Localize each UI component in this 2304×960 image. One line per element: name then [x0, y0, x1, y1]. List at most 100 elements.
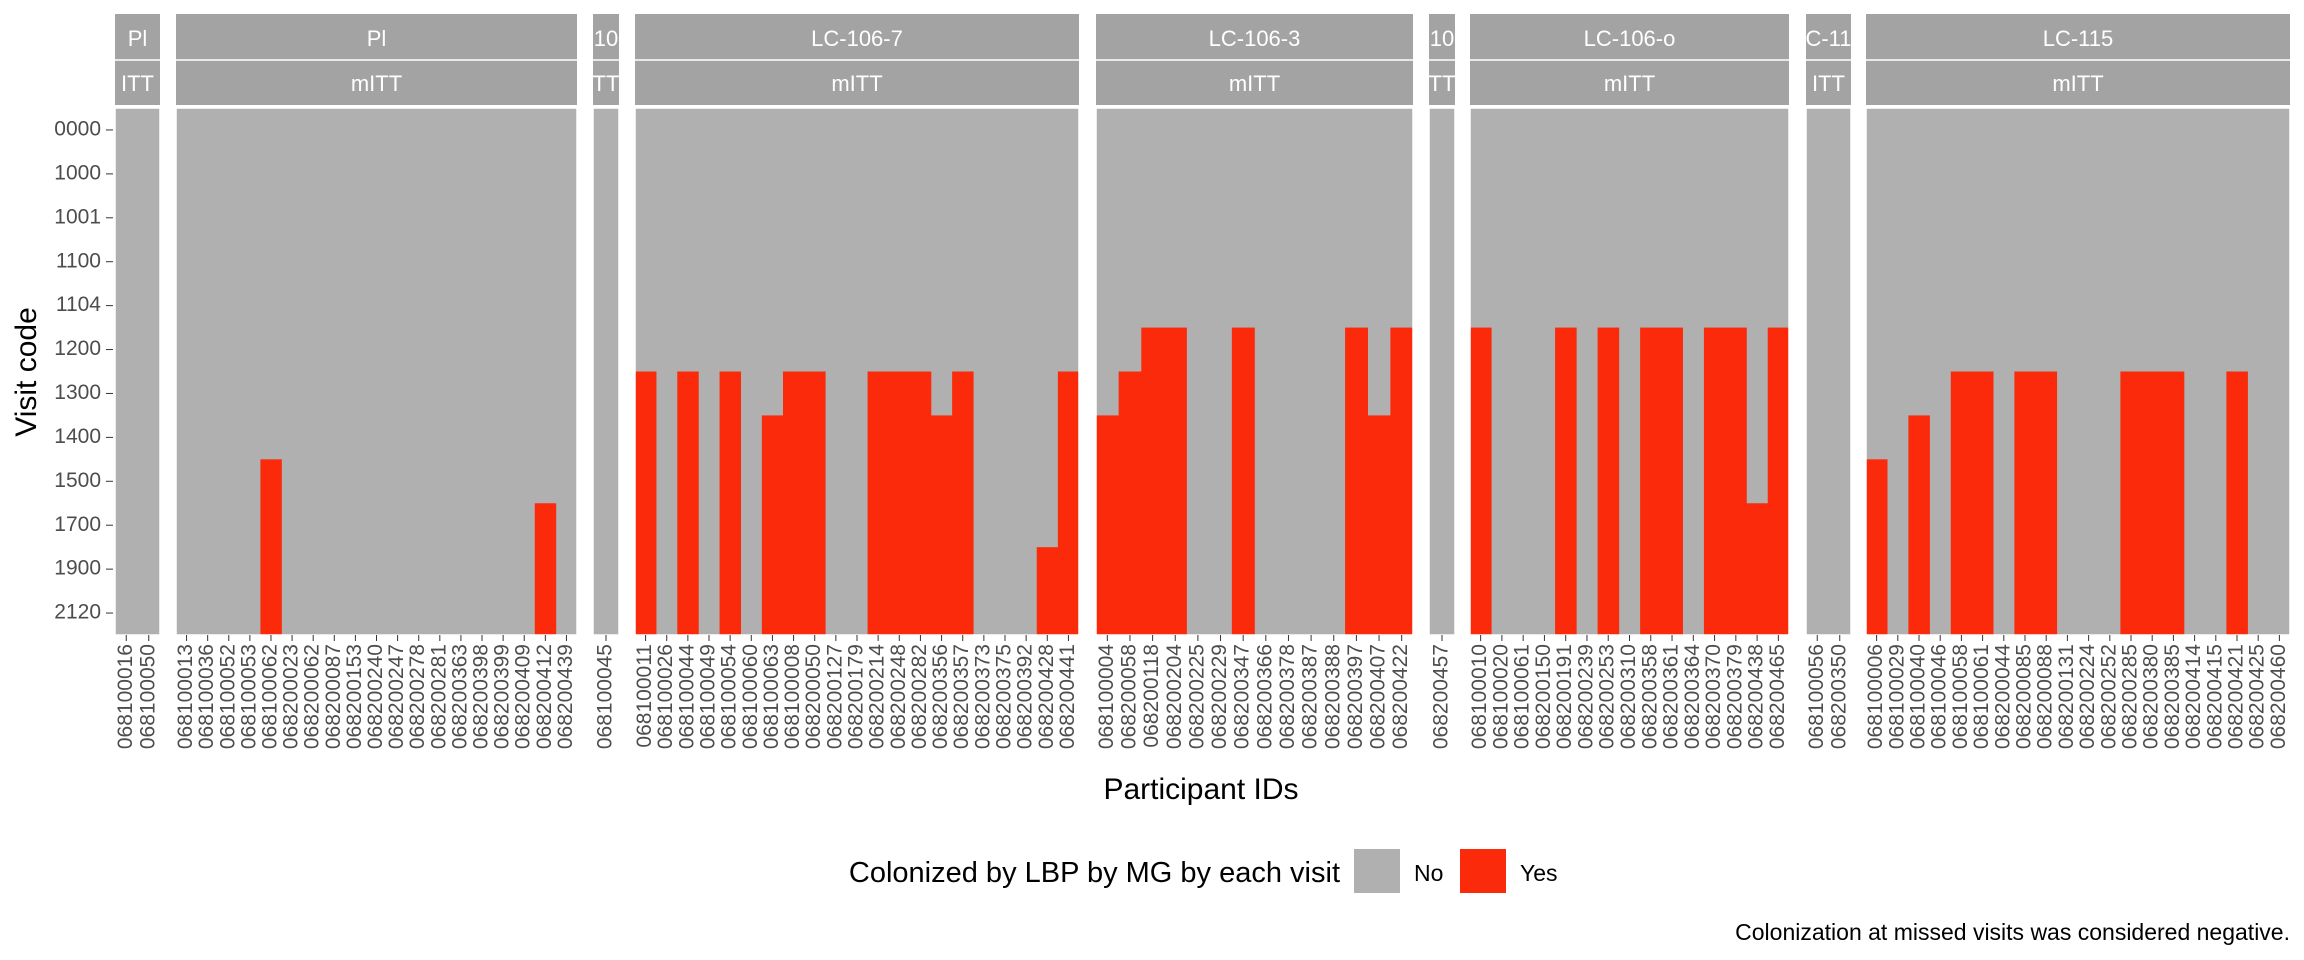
x-axis-tick-label: 068200225: [1185, 644, 1208, 749]
x-axis-tick-label: 068200127: [823, 644, 846, 749]
x-axis-tick-label: 068200438: [1745, 644, 1768, 749]
heatmap-cell-yes: [1703, 327, 1726, 635]
facet-strip-label-arm: 10: [594, 26, 618, 51]
y-axis-tick-label: 1300: [54, 381, 101, 404]
x-axis-tick-label: 068100004: [1095, 644, 1118, 749]
x-axis-tick-label: 068200044: [1991, 644, 2014, 749]
x-axis-tick-label: 068200153: [343, 644, 366, 749]
legend-title: Colonized by LBP by MG by each visit: [849, 857, 1340, 889]
x-axis-tick-label: 068100061: [1970, 644, 1993, 749]
x-axis-tick-label: 068100061: [1511, 644, 1534, 749]
x-axis-tick-label: 068200370: [1702, 644, 1725, 749]
x-axis-tick-label: 068200191: [1553, 644, 1576, 749]
x-axis-tick-label: 068100062: [259, 644, 282, 749]
panel-border: [114, 107, 161, 636]
x-axis-tick-label: 068200387: [1299, 644, 1322, 749]
x-axis-tick-label: 068200421: [2225, 644, 2248, 749]
x-axis-tick-label: 068200050: [802, 644, 825, 749]
heatmap-cell-yes: [1118, 371, 1142, 635]
x-axis-tick-label: 068200248: [887, 644, 910, 749]
x-axis-tick-label: 068200392: [1014, 644, 1037, 749]
heatmap-cell-yes: [677, 371, 699, 635]
x-axis-tick-label: 068200085: [2013, 644, 2036, 749]
x-axis-tick-label: 068100046: [1928, 644, 1951, 749]
heatmap-cell-yes: [1470, 327, 1492, 635]
facet-panel: LC-115mITT068100006068100029068100040068…: [1864, 14, 2291, 749]
x-axis-tick-label: 068200282: [908, 644, 931, 749]
y-axis-title: Visit code: [10, 307, 43, 437]
x-axis-tick-label: 068100052: [216, 644, 239, 749]
x-axis-tick-label: 068200398: [470, 644, 493, 749]
facet-panel: 10 TT 068200457: [1428, 14, 1456, 749]
panel-background: [1866, 108, 2290, 635]
facet-strip-label-arm: LC-106-3: [1209, 26, 1301, 51]
x-axis-tick-label: 068200379: [1723, 644, 1746, 749]
facet-panel: PlmITT0681000130681000360681000520681000…: [174, 14, 578, 749]
x-axis-tick-label: 068100049: [697, 644, 720, 749]
x-axis-tick-label: 068200357: [950, 644, 973, 749]
facet-strip-label-population: TT: [593, 71, 620, 96]
x-axis-tick-label: 068200239: [1575, 644, 1598, 749]
y-axis-tick-label: 1400: [54, 425, 101, 448]
panel-background: [593, 108, 619, 635]
facet-panel: LC-106-omITT0681000100681000200681000610…: [1468, 14, 1790, 749]
x-axis-tick-label: 068200414: [2182, 644, 2205, 749]
facet-strip-label-population: TT: [1429, 71, 1456, 96]
facet-strip-label-arm: 10: [1430, 26, 1454, 51]
x-axis-tick-label: 068100011: [633, 644, 656, 748]
heatmap-cell-yes: [1725, 327, 1747, 635]
heatmap-cell-yes: [2162, 371, 2185, 635]
heatmap-cell-yes: [2226, 371, 2248, 635]
x-axis-tick-label: 068200397: [1344, 644, 1367, 749]
x-axis-tick-label: 068100013: [174, 644, 197, 749]
heatmap-cell-yes: [1767, 327, 1790, 635]
x-axis-tick-label: 068100056: [1805, 644, 1828, 749]
facet-strip-label-arm: LC-106-o: [1584, 26, 1676, 51]
y-axis-tick-label: 1900: [54, 557, 101, 580]
facet-panel: C-11 ITT 068100056 068200350: [1805, 14, 1852, 749]
x-axis-tick-label: 068100036: [195, 644, 218, 749]
x-axis-tick-label: 068100044: [675, 644, 698, 749]
x-axis-tick-label: 068200356: [929, 644, 952, 749]
heatmap-cell-yes: [888, 371, 911, 635]
facet-panel: 10 TT 068100045: [592, 14, 620, 749]
x-axis-tick-label: 068200373: [971, 644, 994, 749]
x-axis-tick-label: 068200425: [2246, 644, 2269, 749]
y-axis-tick-label: 0000: [54, 118, 101, 141]
heatmap-cell-yes: [1141, 327, 1165, 635]
heatmap-cell-yes: [1950, 371, 1973, 635]
x-axis-tick-label: 068100058: [1949, 644, 1972, 749]
facet-strip-label-arm: Pl: [128, 26, 148, 51]
heatmap-cell-yes: [534, 503, 557, 635]
x-axis-tick-label: 068200457: [1430, 644, 1453, 749]
heatmap-cell-yes: [1746, 503, 1769, 635]
facet-panel: Pl ITT 068100016 068100050: [114, 14, 161, 749]
x-axis-tick-label: 068200087: [322, 644, 345, 749]
x-axis-tick-label: 068100045: [594, 644, 617, 749]
y-axis-tick-label: 1000: [54, 161, 101, 184]
x-axis-tick-label: 068200409: [512, 644, 535, 749]
facet-strip-label-arm: LC-115: [2043, 26, 2114, 51]
x-axis-tick-label: 068200253: [1596, 644, 1619, 749]
x-axis-tick-label: 068200366: [1253, 644, 1276, 749]
heatmap-cell-yes: [1057, 371, 1080, 635]
legend-key-yes: [1460, 849, 1506, 893]
x-axis-tick-label: 068100054: [718, 644, 741, 749]
x-axis-tick-label: 068200062: [301, 644, 324, 749]
panel-border: [1095, 107, 1414, 636]
x-axis-tick-label: 068200428: [1035, 644, 1058, 749]
x-axis-tick-label: 068200364: [1681, 644, 1704, 749]
panel-background: [635, 108, 1079, 635]
heatmap-cell-yes: [2120, 371, 2142, 635]
y-axis-tick-label: 1200: [54, 337, 101, 360]
facet-strip-label-population: ITT: [121, 71, 154, 96]
facet-strip-label-population: mITT: [2052, 71, 2103, 96]
x-axis-tick-label: 068200465: [1766, 644, 1789, 749]
x-axis-tick-label: 068200150: [1532, 644, 1555, 749]
x-axis-tick-label: 068200385: [2161, 644, 2184, 749]
heatmap-cell-yes: [1036, 547, 1059, 635]
chart-caption: Colonization at missed visits was consid…: [1735, 919, 2290, 945]
x-axis-tick-label: 068200347: [1231, 644, 1254, 749]
